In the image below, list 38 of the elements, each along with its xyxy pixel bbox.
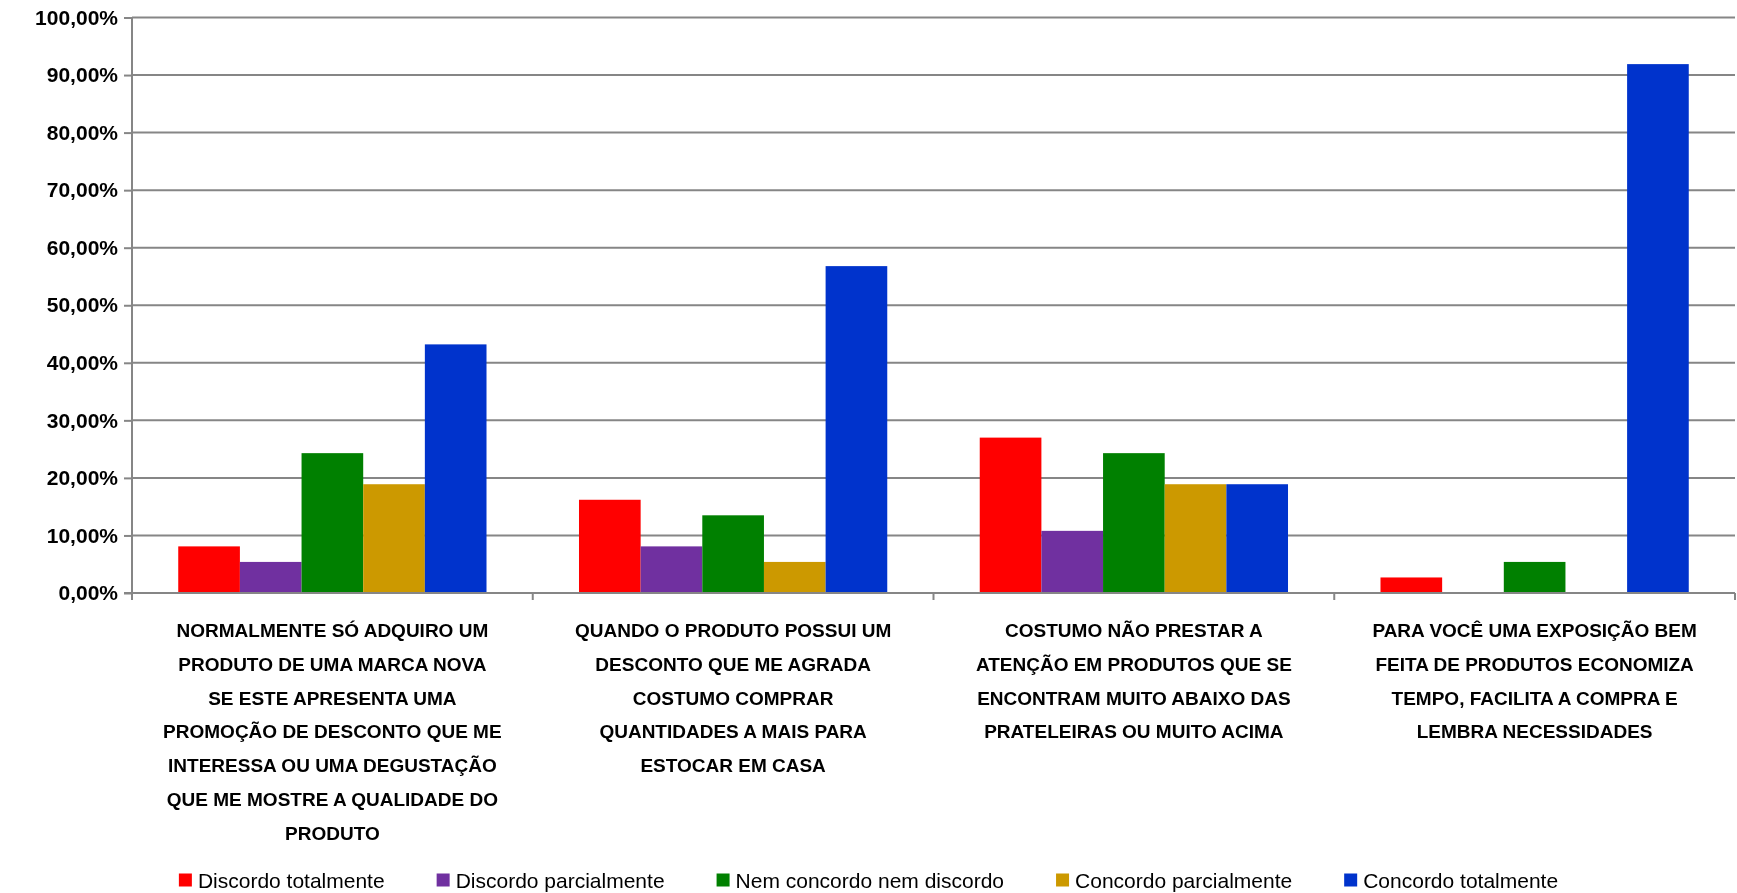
x-tick-label: PARA VOCÊ UMA EXPOSIÇÃO BEM FEITA DE PRODUTOS ECONOMIZA TEMPO, FACILITA A COMPRA E LEMBRA NECESSIDADES: [1372, 620, 1697, 743]
legend-label: Nem concordo nem discordo: [735, 868, 1005, 892]
y-tick-label: 0,00%: [58, 581, 119, 605]
bar: [1041, 530, 1104, 593]
bar: [1103, 453, 1165, 593]
y-tick-label: 90,00%: [46, 63, 119, 87]
y-tick-label: 80,00%: [46, 120, 119, 144]
bar: [1503, 561, 1566, 593]
bar: [1164, 484, 1227, 593]
bar: [979, 437, 1042, 593]
legend-label: Concordo parcialmente: [1075, 868, 1293, 892]
x-tick-label: COSTUMO NÃO PRESTAR A ATENÇÃO EM PRODUTOS QUE SE ENCONTRAM MUITO ABAIXO DAS PRATELEIRAS OU MUITO ACIMA: [975, 620, 1292, 743]
bar: [763, 561, 826, 593]
legend-label: Concordo totalmente: [1363, 868, 1559, 892]
x-tick-label: QUANDO O PRODUTO POSSUI UM DESCONTO QUE ME AGRADA COSTUMO COMPRAR QUANTIDADES A MAIS PARA ESTOCAR EM CASA: [574, 620, 892, 777]
bar: [301, 453, 364, 593]
bar: [825, 266, 888, 593]
y-tick-label: 20,00%: [46, 466, 119, 490]
legend-label: Discordo totalmente: [197, 868, 385, 892]
bar: [178, 546, 240, 593]
bar: [1380, 577, 1443, 593]
y-tick-label: 70,00%: [46, 178, 119, 202]
y-tick-label: 50,00%: [46, 293, 119, 317]
bar: [363, 484, 425, 593]
bar: [1627, 64, 1689, 593]
y-tick-label: 60,00%: [46, 235, 119, 259]
y-tick-label: 10,00%: [46, 523, 119, 547]
bar: [578, 499, 641, 593]
y-tick-label: 30,00%: [46, 408, 119, 432]
y-tick-label: 100,00%: [35, 5, 119, 29]
x-tick-label: NORMALMENTE SÓ ADQUIRO UM PRODUTO DE UMA MARCA NOVA SE ESTE APRESENTA UMA PROMOÇÃO DE DESCONTO QUE ME INTERESSA OU UMA DEGUSTAÇÃO QUE ME MOSTRE A QUALIDADE DO PRODUTO: [163, 620, 502, 844]
legend-label: Discordo parcialmente: [455, 868, 665, 892]
bar: [702, 515, 764, 593]
y-tick-label: 40,00%: [46, 351, 119, 375]
bar: [640, 546, 703, 593]
bar: [1226, 484, 1289, 593]
bar: [239, 561, 302, 593]
bar: [424, 344, 487, 593]
